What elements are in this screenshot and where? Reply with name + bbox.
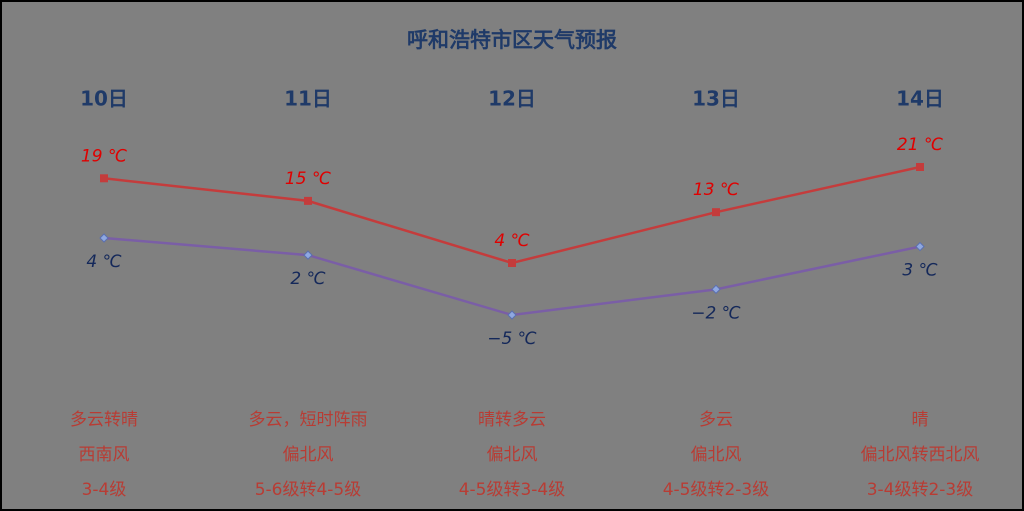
day-label: 12日 xyxy=(488,87,536,111)
value-label: 3 ℃ xyxy=(902,261,937,281)
value-label: −2 ℃ xyxy=(691,303,741,323)
value-label: 19 ℃ xyxy=(81,146,127,166)
marker xyxy=(100,174,108,183)
marker xyxy=(303,250,313,260)
day-label: 14日 xyxy=(896,87,944,111)
day-label: 10日 xyxy=(80,87,128,111)
weather-text: 5-6级转4-5级 xyxy=(255,480,362,500)
marker xyxy=(916,163,924,171)
day-label: 13日 xyxy=(692,87,740,111)
weather-text: 4-5级转2-3级 xyxy=(663,480,770,500)
weather-text: 3-4级转2-3级 xyxy=(867,480,974,500)
marker xyxy=(712,208,720,217)
weather-text: 多云 xyxy=(699,410,733,430)
value-label: 4 ℃ xyxy=(494,231,529,251)
weather-text: 多云转晴 xyxy=(70,410,138,430)
weather-text: 西南风 xyxy=(79,445,130,465)
weather-text: 偏北风转西北风 xyxy=(861,445,980,465)
marker xyxy=(99,233,109,243)
weather-text: 偏北风 xyxy=(487,445,538,465)
weather-text: 3-4级 xyxy=(82,480,127,500)
weather-text: 4-5级转3-4级 xyxy=(459,480,566,500)
value-label: 2 ℃ xyxy=(290,269,325,289)
value-label: 15 ℃ xyxy=(285,169,331,189)
weather-text: 晴 xyxy=(912,410,929,430)
weather-text: 偏北风 xyxy=(283,445,334,465)
value-label: 13 ℃ xyxy=(693,180,739,200)
chart-title: 呼和浩特市区天气预报 xyxy=(407,28,617,52)
value-label: 21 ℃ xyxy=(897,135,943,155)
marker xyxy=(915,241,925,252)
marker xyxy=(711,284,721,295)
value-label: 4 ℃ xyxy=(86,252,121,272)
weather-text: 偏北风 xyxy=(691,445,742,465)
weather-text: 多云，短时阵雨 xyxy=(249,410,368,430)
day-label: 11日 xyxy=(284,87,332,111)
marker xyxy=(304,196,312,205)
value-label: −5 ℃ xyxy=(487,329,537,349)
marker xyxy=(507,310,517,320)
marker xyxy=(508,259,516,267)
weather-text: 晴转多云 xyxy=(478,410,546,430)
